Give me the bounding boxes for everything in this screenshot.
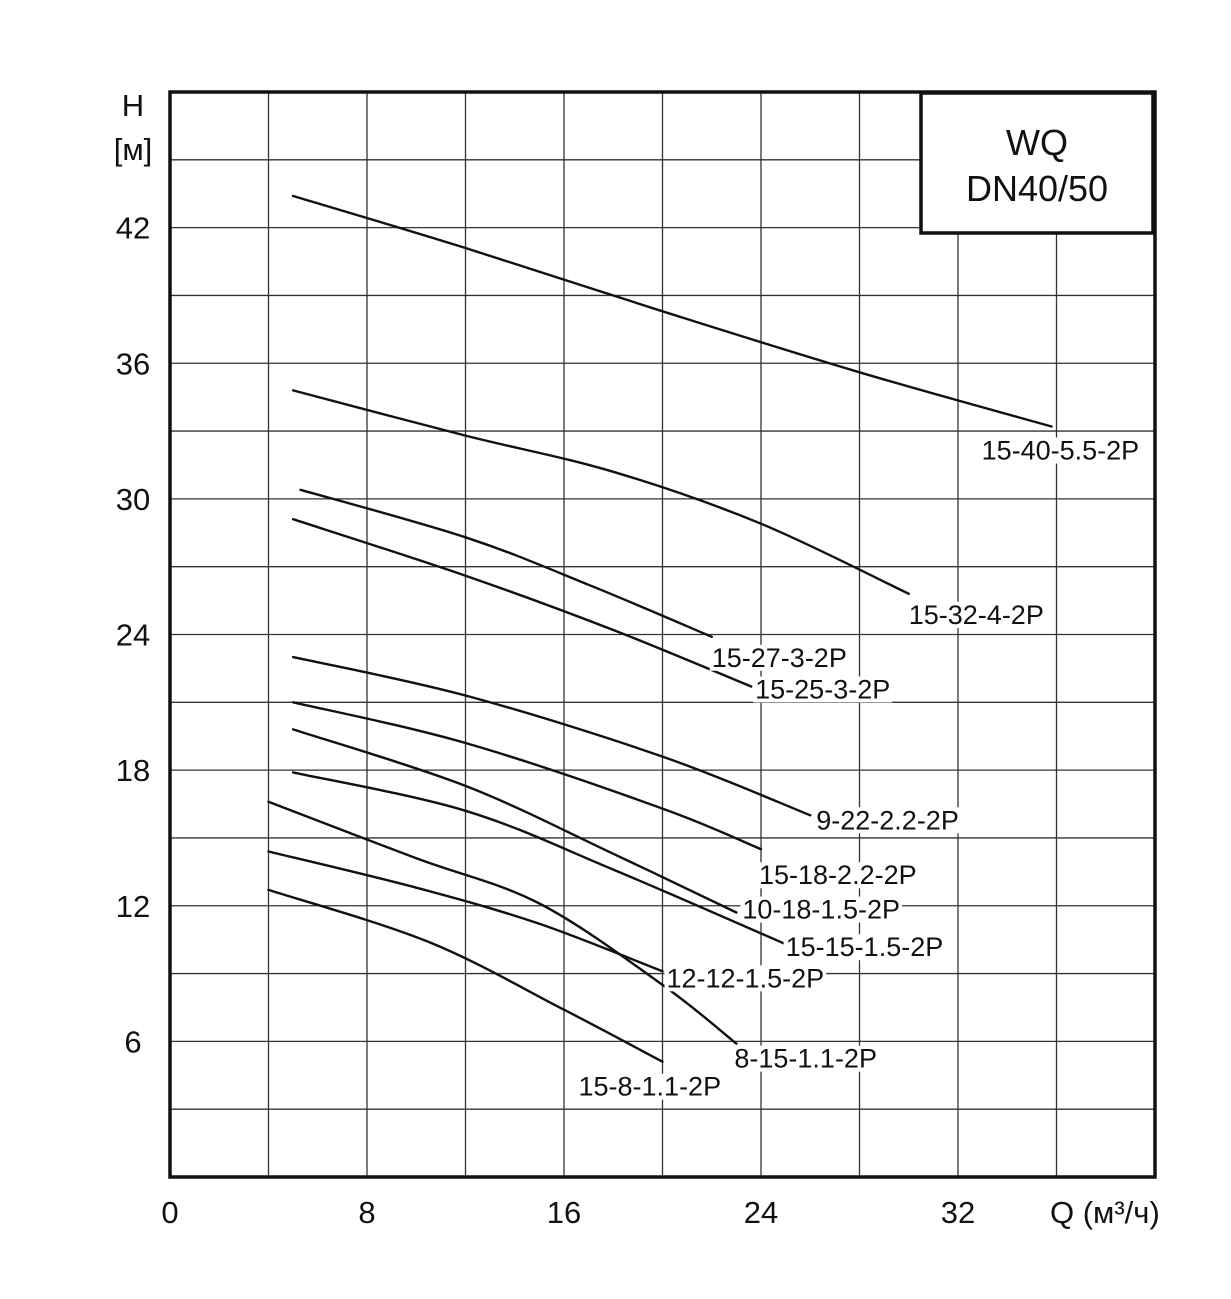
curve-label: 9-22-2.2-2P bbox=[816, 805, 959, 835]
curve-label: 15-27-3-2P bbox=[712, 643, 847, 673]
y-tick-label: 6 bbox=[124, 1024, 141, 1059]
title-line-2: DN40/50 bbox=[966, 168, 1108, 209]
curves bbox=[267, 194, 1053, 1063]
title-frame bbox=[919, 91, 1155, 235]
curve-label-background bbox=[576, 1073, 724, 1100]
curve-15-18-2.2-2P bbox=[291, 701, 763, 851]
curve-9-22-2.2-2P bbox=[291, 655, 812, 817]
curve-15-32-4-2P bbox=[291, 389, 910, 595]
curve-label: 15-15-1.5-2P bbox=[786, 932, 944, 962]
x-tick-label: 24 bbox=[744, 1195, 778, 1230]
y-tick-label: 18 bbox=[116, 753, 150, 788]
curve-label: 10-18-1.5-2P bbox=[742, 895, 900, 925]
curve-label-background bbox=[732, 1045, 879, 1072]
curve-label-background bbox=[814, 807, 961, 834]
curve-15-8-1.1-2P bbox=[267, 888, 664, 1063]
curve-15-40-5.5-2P bbox=[291, 194, 1053, 428]
x-tick-label: 32 bbox=[941, 1195, 975, 1230]
curve-8-15-1.1-2P bbox=[267, 800, 738, 1045]
curve-15-25-3-2P bbox=[291, 518, 753, 688]
curve-label-background bbox=[753, 676, 893, 703]
tick-labels: 0 8 16 24 32 6 12 18 24 30 36 42 bbox=[116, 211, 975, 1230]
curve-label: 15-40-5.5-2P bbox=[982, 436, 1140, 466]
curve-label-background bbox=[979, 437, 1142, 464]
y-tick-label: 36 bbox=[116, 346, 150, 381]
y-tick-label: 12 bbox=[116, 889, 150, 924]
x-axis-label: Q (м³/ч) bbox=[1050, 1195, 1160, 1230]
y-tick-label: 42 bbox=[116, 211, 150, 246]
x-tick-label: 8 bbox=[358, 1195, 375, 1230]
curve-label: 15-25-3-2P bbox=[755, 674, 890, 704]
title-box: WQ DN40/50 bbox=[919, 91, 1155, 235]
curve-label: 15-32-4-2P bbox=[909, 600, 1044, 630]
curve-12-12-1.5-2P bbox=[267, 850, 664, 973]
curve-label: 8-15-1.1-2P bbox=[734, 1044, 877, 1074]
curve-15-27-3-2P bbox=[299, 488, 713, 638]
curve-label: 15-18-2.2-2P bbox=[759, 860, 917, 890]
curve-label-background bbox=[906, 601, 1046, 628]
x-tick-label: 0 bbox=[161, 1195, 178, 1230]
curve-label: 15-8-1.1-2P bbox=[579, 1072, 722, 1102]
curve-label: 12-12-1.5-2P bbox=[667, 963, 825, 993]
curve-label-background bbox=[664, 965, 827, 992]
curve-label-background bbox=[709, 644, 849, 671]
curve-label-background bbox=[783, 934, 946, 961]
x-tick-label: 16 bbox=[547, 1195, 581, 1230]
y-axis-label-line-1: H bbox=[122, 88, 144, 123]
y-axis-label-line-2: [м] bbox=[114, 132, 153, 167]
plot-frame bbox=[168, 90, 1157, 1179]
y-tick-label: 24 bbox=[116, 618, 150, 653]
grid bbox=[170, 92, 1155, 1177]
title-line-1: WQ bbox=[1006, 122, 1068, 163]
curve-label-background bbox=[757, 862, 919, 889]
curve-10-18-1.5-2P bbox=[291, 728, 738, 914]
y-tick-label: 30 bbox=[116, 482, 150, 517]
curve-label-background bbox=[740, 896, 902, 923]
curve-labels: 15-40-5.5-2P 15-32-4-2P 15-27-3-2P15-25-3-… bbox=[576, 436, 1142, 1102]
curve-15-15-1.5-2P bbox=[291, 771, 787, 946]
y-axis-label: H [м] bbox=[114, 88, 153, 167]
